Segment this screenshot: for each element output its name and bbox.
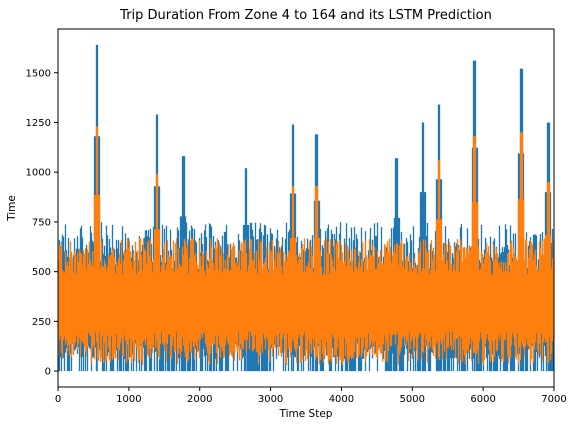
y-axis-label: Time [6, 195, 18, 222]
x-tick-label: 1000 [116, 394, 141, 405]
chart-title: Trip Duration From Zone 4 to 164 and its… [119, 8, 492, 23]
plot-area [57, 28, 555, 388]
x-axis: 0 1000 2000 3000 4000 5000 6000 7000 [55, 387, 567, 405]
y-axis: 0 250 500 750 1000 1250 1500 [26, 68, 58, 378]
y-tick-label: 250 [32, 317, 51, 328]
y-tick-label: 0 [45, 367, 51, 378]
x-tick-label: 6000 [470, 394, 495, 405]
plot-frame [57, 28, 555, 388]
x-tick-label: 4000 [329, 394, 354, 405]
y-tick-label: 1250 [26, 118, 51, 129]
x-tick-label: 7000 [541, 394, 566, 405]
x-tick-label: 0 [55, 394, 61, 405]
y-tick-label: 1500 [26, 68, 51, 79]
x-tick-label: 2000 [187, 394, 212, 405]
x-axis-label: Time Step [279, 408, 333, 420]
x-tick-label: 3000 [258, 394, 283, 405]
y-tick-label: 500 [32, 267, 51, 278]
y-tick-label: 1000 [26, 168, 51, 179]
y-tick-label: 750 [32, 217, 51, 228]
x-tick-label: 5000 [400, 394, 425, 405]
